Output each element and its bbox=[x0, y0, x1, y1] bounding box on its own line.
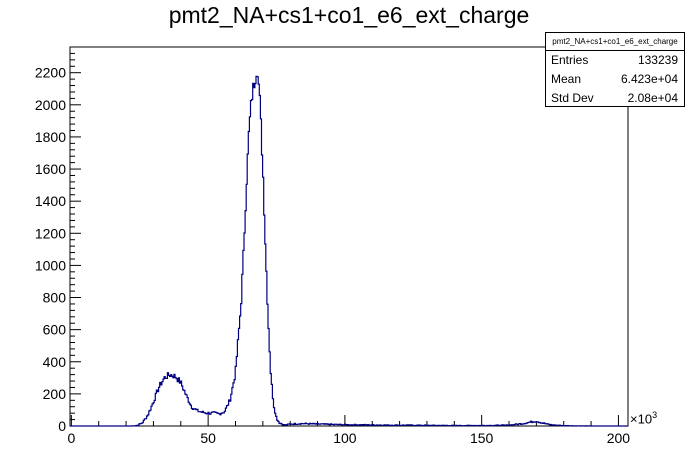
x-tick-label: 50 bbox=[200, 430, 216, 446]
stats-box: pmt2_NA+cs1+co1_e6_ext_charge Entries 13… bbox=[545, 32, 685, 107]
y-tick-label: 0 bbox=[58, 418, 66, 434]
y-tick-label: 2000 bbox=[35, 97, 66, 113]
stats-label: Mean bbox=[551, 72, 582, 86]
y-tick-label: 1600 bbox=[35, 161, 66, 177]
stats-row-mean: Mean 6.423e+04 bbox=[546, 70, 684, 89]
x-axis-multiplier: ×103 bbox=[630, 410, 657, 426]
y-tick-label: 1400 bbox=[35, 193, 66, 209]
chart-title: pmt2_NA+cs1+co1_e6_ext_charge bbox=[168, 2, 530, 28]
y-tick-label: 1800 bbox=[35, 129, 66, 145]
x-multiplier-base: ×10 bbox=[630, 411, 653, 427]
y-tick-label: 600 bbox=[43, 322, 67, 338]
stats-row-entries: Entries 133239 bbox=[546, 51, 684, 70]
axis-tick-labels: 0 50 100 150 2000200400600800100012001400160… bbox=[35, 65, 630, 446]
y-tick-label: 1200 bbox=[35, 225, 66, 241]
stats-value: 133239 bbox=[637, 53, 678, 67]
stats-row-stddev: Std Dev 2.08e+04 bbox=[546, 89, 684, 108]
stats-value: 6.423e+04 bbox=[620, 72, 678, 86]
plot-frame bbox=[69, 46, 629, 427]
stats-box-title: pmt2_NA+cs1+co1_e6_ext_charge bbox=[546, 33, 684, 51]
axis-ticks bbox=[70, 46, 619, 427]
x-tick-label: 0 bbox=[67, 430, 75, 446]
y-tick-label: 1000 bbox=[35, 257, 66, 273]
y-tick-label: 800 bbox=[43, 290, 67, 306]
x-tick-label: 150 bbox=[470, 430, 494, 446]
y-tick-label: 400 bbox=[43, 354, 67, 370]
x-multiplier-exponent: 3 bbox=[652, 410, 658, 420]
x-tick-label: 100 bbox=[333, 430, 357, 446]
y-tick-label: 200 bbox=[43, 386, 67, 402]
histogram-line bbox=[70, 75, 628, 427]
stats-label: Entries bbox=[551, 53, 589, 67]
x-tick-label: 200 bbox=[607, 430, 631, 446]
stats-value: 2.08e+04 bbox=[627, 91, 678, 105]
stats-label: Std Dev bbox=[551, 91, 594, 105]
y-tick-label: 2200 bbox=[35, 65, 66, 81]
